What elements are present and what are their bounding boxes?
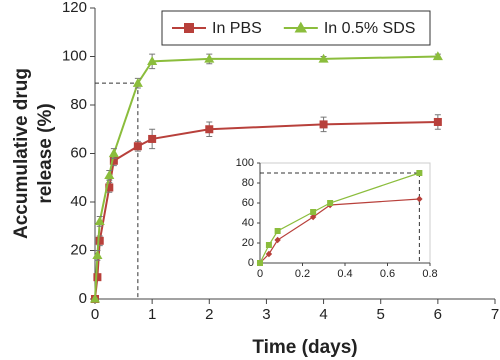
line	[94, 55, 438, 300]
marker	[432, 51, 443, 61]
legend-label: In 0.5% SDS	[324, 20, 416, 37]
marker	[132, 77, 143, 87]
marker	[89, 293, 101, 303]
legend-label: In PBS	[212, 20, 262, 37]
legend-marker	[294, 21, 308, 33]
marker	[257, 260, 263, 266]
marker	[274, 236, 281, 244]
marker	[416, 195, 423, 203]
marker	[92, 250, 103, 259]
marker	[265, 250, 273, 258]
y-tick-label: 100	[236, 157, 254, 169]
marker	[148, 134, 157, 143]
x-tick-label: 1	[148, 306, 156, 323]
x-tick-label: 0.2	[295, 268, 310, 280]
y-tick-label: 60	[70, 144, 87, 161]
x-tick-label: 7	[491, 306, 499, 323]
marker	[274, 228, 281, 234]
y-tick-label: 20	[242, 237, 254, 249]
y-axis-label: Accumulative drug	[11, 68, 32, 239]
x-tick-label: 0.6	[380, 268, 395, 280]
y-tick-label: 80	[242, 177, 254, 189]
marker	[433, 117, 442, 126]
inset-frame	[259, 162, 431, 264]
marker	[416, 170, 423, 176]
marker	[205, 125, 214, 134]
legend-marker	[184, 23, 194, 33]
marker	[94, 216, 105, 226]
y-axis-label: release (%)	[35, 103, 56, 203]
y-tick-label: 40	[70, 193, 87, 210]
marker	[309, 213, 317, 221]
x-tick-label: 4	[319, 306, 327, 323]
marker	[108, 148, 119, 158]
x-tick-label: 0.8	[422, 268, 437, 280]
marker	[319, 120, 328, 129]
x-tick-label: 0.4	[337, 268, 352, 280]
x-tick-label: 2	[205, 306, 213, 323]
marker	[95, 236, 104, 245]
marker	[104, 170, 115, 179]
marker	[318, 53, 329, 63]
y-tick-label: 60	[242, 197, 254, 209]
marker	[147, 56, 158, 65]
marker	[327, 200, 334, 206]
x-tick-label: 6	[434, 306, 442, 323]
x-axis-label: Time (days)	[252, 337, 357, 358]
y-tick-label: 0	[79, 290, 87, 307]
series	[89, 51, 443, 303]
marker	[310, 209, 317, 215]
x-tick-label: 0	[257, 268, 263, 280]
y-tick-label: 20	[70, 241, 87, 258]
y-tick-label: 80	[70, 96, 87, 113]
y-tick-label: 100	[62, 47, 87, 64]
marker	[93, 273, 102, 282]
series	[257, 170, 423, 266]
marker	[204, 53, 215, 63]
y-tick-label: 40	[242, 217, 254, 229]
y-tick-label: 0	[248, 257, 254, 269]
marker	[265, 242, 272, 248]
x-tick-label: 5	[377, 306, 385, 323]
x-tick-label: 3	[262, 306, 270, 323]
x-tick-label: 0	[91, 306, 99, 323]
marker	[133, 142, 142, 151]
legend: In PBS In 0.5% SDS	[161, 10, 431, 46]
y-tick-label: 120	[62, 0, 87, 16]
